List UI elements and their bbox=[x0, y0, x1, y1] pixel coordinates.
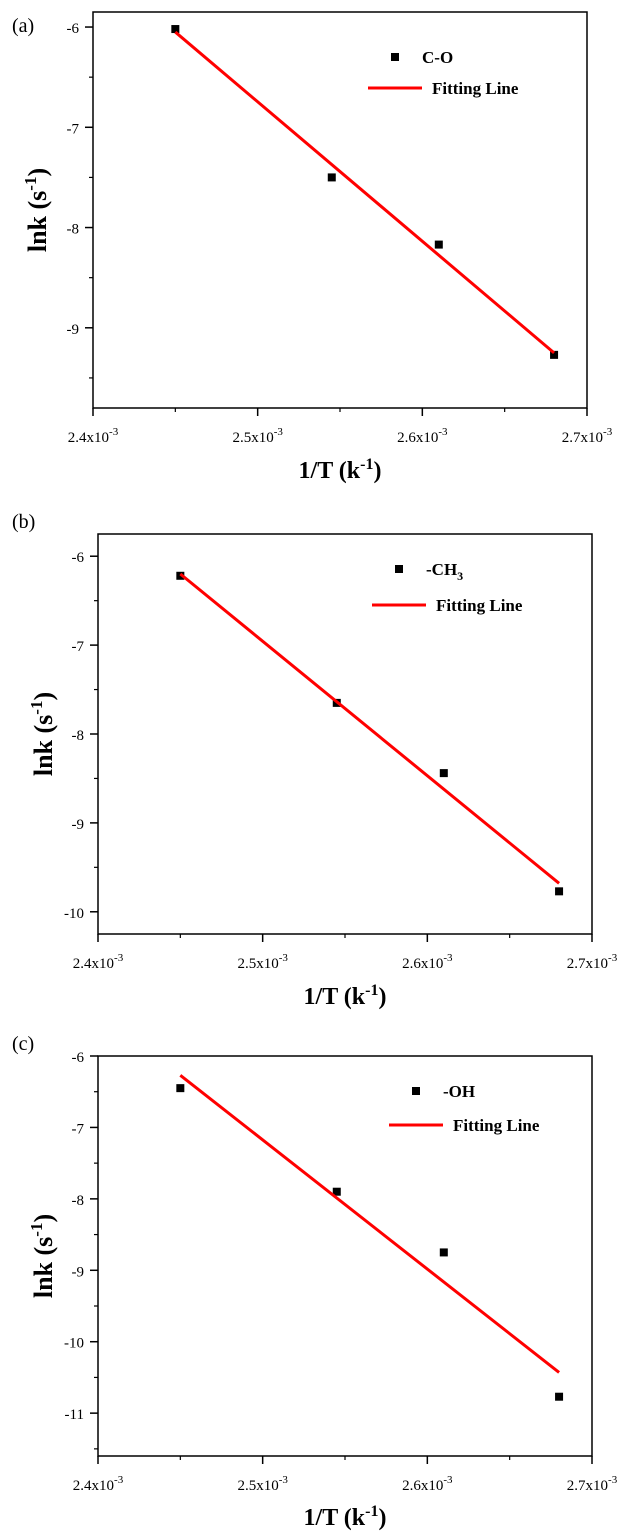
y-tick-label: -7 bbox=[72, 639, 85, 655]
data-point bbox=[439, 1248, 448, 1257]
y-axis-title: lnk (s-1) bbox=[27, 1214, 58, 1298]
fitting-line bbox=[174, 30, 556, 355]
y-tick-label: -8 bbox=[67, 222, 80, 238]
chart-panel-3: (c) 2.4x10-3 2.5x10-3 2.6x10-3 2.7x10-3 -6 -7 -… bbox=[12, 1033, 618, 1531]
x-tick-label: 2.5x10-3 bbox=[237, 952, 288, 972]
data-point bbox=[555, 887, 564, 896]
x-tick-label: 2.6x10-3 bbox=[402, 1474, 453, 1494]
y-tick-label: -7 bbox=[67, 121, 80, 137]
data-point bbox=[434, 240, 443, 249]
y-tick-label: -6 bbox=[67, 21, 80, 37]
data-point bbox=[332, 1187, 341, 1196]
data-point bbox=[176, 1084, 185, 1093]
data-point bbox=[439, 769, 448, 778]
y-tick-label: -10 bbox=[64, 1336, 84, 1352]
legend-label: C-O bbox=[422, 48, 453, 67]
x-axis-title: 1/T (k-1) bbox=[299, 456, 382, 484]
y-axis-title: lnk (s-1) bbox=[27, 692, 58, 776]
y-tick-label: -9 bbox=[67, 322, 80, 338]
y-tick-label: -8 bbox=[72, 1193, 85, 1209]
panel-label: (b) bbox=[12, 511, 35, 533]
legend-marker bbox=[391, 53, 399, 61]
panel-label: (c) bbox=[12, 1033, 34, 1055]
fitting-line bbox=[179, 1074, 560, 1374]
y-tick-label: -11 bbox=[65, 1407, 84, 1423]
x-tick-label: 2.7x10-3 bbox=[567, 952, 618, 972]
legend-label: Fitting Line bbox=[432, 79, 519, 98]
data-point bbox=[555, 1392, 564, 1401]
y-axis-title: lnk (s-1) bbox=[21, 168, 52, 252]
x-tick-label: 2.7x10-3 bbox=[567, 1474, 618, 1494]
legend-label: Fitting Line bbox=[453, 1116, 540, 1135]
x-tick-label: 2.4x10-3 bbox=[73, 952, 124, 972]
x-tick-label: 2.6x10-3 bbox=[402, 952, 453, 972]
data-point bbox=[550, 350, 559, 359]
x-tick-label: 2.7x10-3 bbox=[562, 426, 613, 446]
y-tick-label: -10 bbox=[64, 906, 84, 922]
panel-label: (a) bbox=[12, 15, 34, 37]
data-point bbox=[171, 25, 180, 34]
chart-panel-1: (a) 2.4x10-3 2.5x10-3 2.6x10-3 2.7x10-3 -6 -7 -… bbox=[12, 11, 613, 484]
legend-label: -OH bbox=[443, 1082, 475, 1101]
plot-frame bbox=[97, 533, 593, 935]
y-tick-label: -6 bbox=[72, 550, 85, 566]
y-tick-label: -6 bbox=[72, 1050, 85, 1066]
y-tick-label: -9 bbox=[72, 1264, 85, 1280]
legend-marker bbox=[412, 1087, 420, 1095]
x-tick-label: 2.4x10-3 bbox=[68, 426, 119, 446]
fitting-line bbox=[179, 572, 561, 885]
data-point bbox=[327, 173, 336, 182]
chart-panel-2: (b) 2.4x10-3 2.5x10-3 2.6x10-3 2.7x10-3 -6 -7 -… bbox=[12, 511, 618, 1010]
plot-frame bbox=[92, 11, 588, 409]
y-tick-label: -7 bbox=[72, 1121, 85, 1137]
x-tick-label: 2.5x10-3 bbox=[232, 426, 283, 446]
x-tick-label: 2.6x10-3 bbox=[397, 426, 448, 446]
legend-label: Fitting Line bbox=[436, 596, 523, 615]
x-axis-title: 1/T (k-1) bbox=[304, 1503, 387, 1531]
y-tick-label: -9 bbox=[72, 817, 85, 833]
x-axis-title: 1/T (k-1) bbox=[304, 982, 387, 1010]
legend-marker bbox=[395, 565, 403, 573]
x-tick-label: 2.5x10-3 bbox=[237, 1474, 288, 1494]
x-tick-label: 2.4x10-3 bbox=[73, 1474, 124, 1494]
y-tick-label: -8 bbox=[72, 728, 85, 744]
legend-label: -CH3 bbox=[426, 560, 463, 583]
